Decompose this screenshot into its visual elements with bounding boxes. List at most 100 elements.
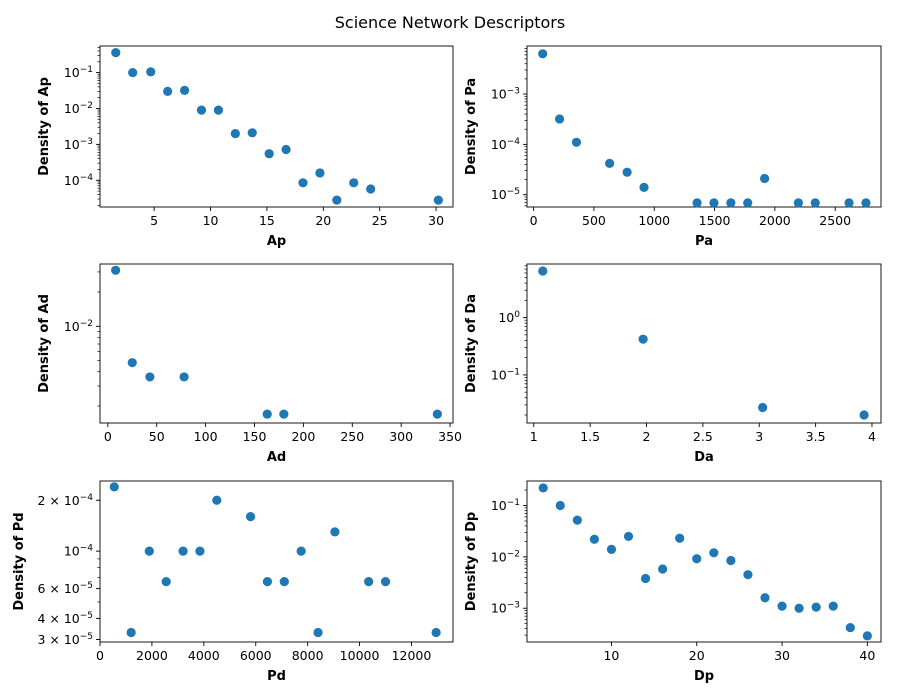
y-tick-label: 10−1 — [64, 65, 93, 80]
y-tick-label: 100 — [498, 310, 520, 325]
y-tick-label: 10−1 — [491, 498, 520, 513]
data-point — [366, 184, 376, 194]
axes-frame — [526, 263, 882, 424]
data-point — [179, 372, 189, 382]
data-point — [538, 266, 548, 276]
axes-frame — [526, 45, 882, 208]
x-tick-label: 30 — [428, 213, 444, 228]
y-tick-label: 10−4 — [491, 137, 520, 152]
data-point — [845, 622, 855, 633]
data-point — [380, 577, 391, 587]
y-tick-label: 10−3 — [491, 601, 520, 616]
x-tick-label: 10 — [603, 648, 619, 663]
y-axis-label: Density of Pd — [12, 512, 27, 610]
data-point — [692, 198, 702, 208]
data-point — [743, 198, 753, 208]
data-point — [195, 546, 205, 556]
x-tick-label: 500 — [582, 213, 606, 228]
data-point — [794, 603, 804, 613]
data-point — [212, 495, 222, 505]
y-axis-label: Density of Dp — [464, 512, 479, 611]
y-tick-label: 10−4 — [64, 544, 93, 559]
data-point — [726, 555, 736, 566]
data-point — [296, 546, 306, 556]
x-tick-label: 4000 — [188, 648, 220, 663]
data-point — [760, 593, 770, 603]
x-tick-label: 20 — [689, 648, 705, 663]
y-tick-label: 6 × 10−5 — [37, 581, 93, 596]
data-point — [606, 544, 617, 554]
data-point — [111, 48, 121, 58]
x-tick-label: 2.5 — [693, 429, 713, 444]
subplot-ad: 10−2 0 50 100 150 200 250 300 350 Ad Density of Ad — [37, 263, 462, 465]
data-point — [213, 105, 224, 115]
data-point — [760, 173, 770, 184]
data-point — [111, 265, 121, 275]
data-point — [279, 409, 289, 419]
data-point — [313, 627, 323, 638]
x-tick-label: 3.5 — [806, 429, 826, 444]
subplot-pd: 2 × 10−4 10−4 6 × 10−5 4 × 10−5 3 × 10−50 200… — [12, 480, 454, 684]
data-point — [433, 195, 443, 205]
y-axis-label: Density of Pa — [464, 78, 479, 175]
y-tick-label: 10−4 — [64, 173, 93, 188]
data-point — [127, 358, 137, 368]
x-tick-label: 1000 — [638, 213, 670, 228]
data-point — [811, 602, 821, 612]
data-point — [262, 577, 273, 587]
data-point — [161, 577, 171, 587]
x-tick-label: 5 — [150, 213, 158, 228]
data-point — [146, 67, 156, 77]
data-point — [144, 546, 154, 556]
data-point — [538, 483, 548, 493]
data-point — [622, 167, 632, 177]
data-point — [431, 627, 441, 638]
x-tick-label: 40 — [859, 648, 875, 663]
data-point — [109, 482, 119, 492]
data-point — [828, 601, 838, 611]
data-point — [589, 534, 599, 544]
x-tick-label: 250 — [340, 429, 364, 444]
x-axis-label: Ap — [267, 234, 286, 249]
x-tick-label: 30 — [774, 648, 790, 663]
data-point — [245, 512, 256, 522]
y-tick-label: 10−1 — [491, 367, 520, 382]
data-point — [332, 195, 342, 205]
data-point — [315, 168, 325, 178]
y-tick-label: 2 × 10−4 — [37, 493, 93, 508]
data-point — [658, 564, 668, 574]
x-tick-label: 2000 — [759, 213, 791, 228]
axes-frame — [99, 263, 454, 424]
data-point — [247, 128, 257, 138]
x-axis-label: Dp — [694, 669, 714, 684]
x-tick-label: 6000 — [240, 648, 272, 663]
x-tick-label: 20 — [315, 213, 331, 228]
axes-frame — [99, 480, 454, 643]
y-tick-label: 10−2 — [491, 549, 520, 564]
axes-frame — [99, 45, 454, 208]
x-tick-label: 15 — [259, 213, 275, 228]
data-point — [145, 372, 155, 382]
data-point — [298, 178, 308, 188]
x-tick-label: 0 — [530, 213, 538, 228]
x-tick-label: 10000 — [340, 648, 380, 663]
x-tick-label: 8000 — [292, 648, 324, 663]
data-point — [330, 527, 340, 537]
data-point — [264, 149, 274, 159]
y-axis-label: Density of Ad — [37, 294, 52, 393]
data-point — [743, 570, 753, 580]
x-tick-label: 100 — [194, 429, 218, 444]
data-point — [230, 128, 240, 139]
data-point — [793, 198, 803, 208]
x-tick-label: 2500 — [819, 213, 851, 228]
data-point — [163, 86, 173, 96]
data-point — [638, 334, 648, 344]
x-tick-label: 300 — [389, 429, 413, 444]
x-tick-label: 1500 — [699, 213, 731, 228]
y-tick-label: 4 × 10−5 — [37, 611, 93, 626]
data-point — [572, 515, 582, 525]
data-point — [196, 105, 207, 115]
data-point — [675, 533, 685, 543]
